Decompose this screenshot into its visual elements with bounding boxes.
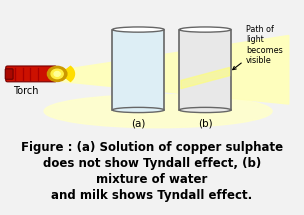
Circle shape [51,69,63,79]
FancyBboxPatch shape [112,30,164,110]
Text: Path of
light
becomes
visible: Path of light becomes visible [233,25,283,70]
Ellipse shape [44,95,272,128]
FancyBboxPatch shape [179,30,231,110]
Text: Torch: Torch [13,86,39,96]
Ellipse shape [112,27,164,32]
Ellipse shape [179,27,231,32]
FancyBboxPatch shape [6,66,57,82]
Ellipse shape [112,107,164,113]
Ellipse shape [179,107,231,113]
Polygon shape [181,68,230,89]
Polygon shape [62,35,289,104]
Circle shape [47,66,67,81]
Text: Figure : (a) Solution of copper sulphate
does not show Tyndall effect, (b)
mixtu: Figure : (a) Solution of copper sulphate… [21,141,283,203]
Wedge shape [61,66,74,81]
Text: (b): (b) [198,118,212,128]
FancyBboxPatch shape [5,69,13,79]
Circle shape [54,72,60,76]
Text: (a): (a) [131,118,146,128]
Polygon shape [179,66,231,91]
